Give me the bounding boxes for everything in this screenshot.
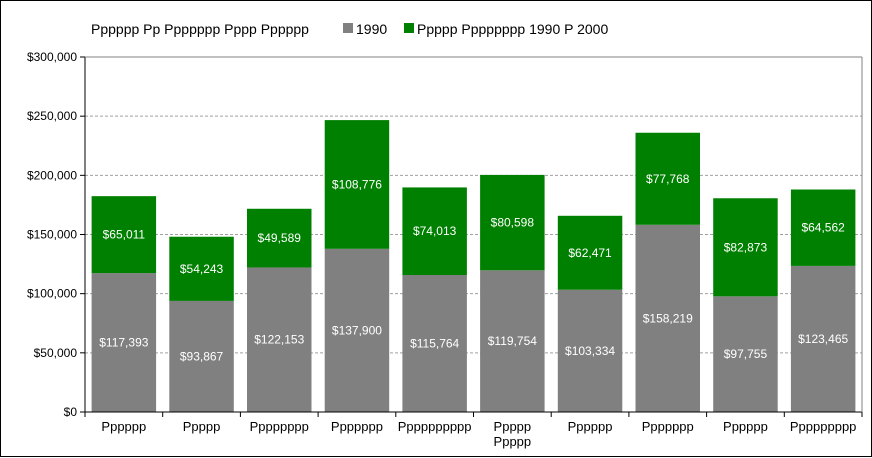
plot-area: $0 $50,000 $100,000 $150,000 $200,000 $250,00… xyxy=(27,50,863,449)
y-tick-label: $0 xyxy=(64,405,78,419)
legend-label-change: Ppppp Pppppppp 1990 P 2000 xyxy=(417,21,608,37)
bar-change xyxy=(324,120,390,249)
bar-change xyxy=(402,187,467,276)
y-tick-label: $300,000 xyxy=(27,50,77,64)
bar-1990 xyxy=(91,273,157,412)
data-label: $103,334 xyxy=(565,344,615,358)
bar-1990 xyxy=(713,296,778,412)
bar-1990 xyxy=(247,267,312,412)
bar-1990 xyxy=(557,289,623,412)
x-tick-label: Ppppp Ppppp xyxy=(494,419,532,449)
bar-change xyxy=(790,189,856,266)
data-label: $80,598 xyxy=(491,216,535,230)
data-label: $82,873 xyxy=(724,240,768,254)
data-label: $65,011 xyxy=(103,228,146,242)
legend-swatch-1990 xyxy=(343,23,353,33)
data-label: $97,755 xyxy=(724,347,768,361)
x-tick-label: Ppppppppp xyxy=(790,419,857,434)
bar-change xyxy=(169,236,234,301)
bar-change xyxy=(91,196,157,274)
bar-1990 xyxy=(790,265,856,412)
data-label: $108,776 xyxy=(332,177,382,191)
bar-1990 xyxy=(169,300,234,412)
data-label: $93,867 xyxy=(180,349,224,363)
x-tick-label: Pppppp xyxy=(723,419,768,434)
bar-1990 xyxy=(480,270,545,412)
bar-1990 xyxy=(402,275,467,412)
y-tick-label: $50,000 xyxy=(34,346,78,360)
x-tick-label: Pppppppp xyxy=(250,419,309,434)
data-label: $117,393 xyxy=(99,336,148,350)
bar-change xyxy=(480,174,545,271)
data-label: $115,764 xyxy=(410,337,459,351)
x-tick-label: Ppppppp xyxy=(642,419,694,434)
legend-title: Pppppp Pp Ppppppp Pppp Pppppp xyxy=(91,21,309,37)
data-label: $123,465 xyxy=(798,332,848,346)
legend: Pppppp Pp Ppppppp Pppp Pppppp 1990 Ppppp… xyxy=(91,21,608,37)
bar-1990 xyxy=(324,248,390,412)
bar-change xyxy=(713,198,778,297)
data-label: $158,219 xyxy=(643,311,693,325)
legend-swatch-change xyxy=(404,23,414,33)
y-tick-label: $200,000 xyxy=(27,168,77,182)
data-label: $74,013 xyxy=(413,224,457,238)
x-tick-label: Pppppp xyxy=(568,419,613,434)
x-tick-label: Pppppp xyxy=(101,419,146,434)
y-tick-label: $100,000 xyxy=(27,287,77,301)
legend-label-1990: 1990 xyxy=(356,21,387,37)
bar-1990 xyxy=(635,224,700,412)
data-label: $54,243 xyxy=(180,262,224,276)
bar-change xyxy=(635,132,700,225)
y-tick-label: $250,000 xyxy=(27,109,77,123)
x-tick-label: Ppppppp xyxy=(331,419,383,434)
data-label: $64,562 xyxy=(801,221,845,235)
x-tick-label: Ppppp xyxy=(183,419,221,434)
data-label: $49,589 xyxy=(258,231,302,245)
data-label: $137,900 xyxy=(332,323,382,337)
data-label: $77,768 xyxy=(646,172,690,186)
data-label: $122,153 xyxy=(254,333,304,347)
data-label: $119,754 xyxy=(488,334,537,348)
bar-change xyxy=(247,208,312,268)
data-label: $62,471 xyxy=(568,246,612,260)
bar-change xyxy=(557,215,623,290)
x-tick-label: Pppppppppp xyxy=(398,419,472,434)
y-tick-label: $150,000 xyxy=(27,228,77,242)
